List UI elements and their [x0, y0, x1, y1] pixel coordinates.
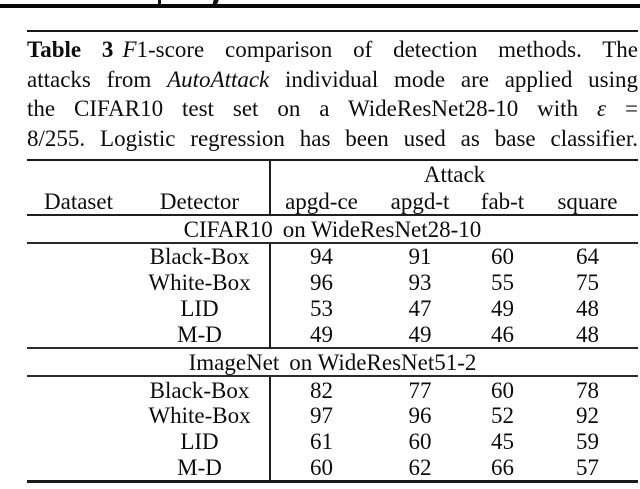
- table-row: White-Box 96 93 55 75: [27, 269, 638, 296]
- table-row: Black-Box 82 77 60 78: [27, 376, 638, 403]
- detector-label: M-D: [177, 321, 222, 347]
- value-cell: 60: [269, 454, 372, 482]
- header-spacer: [27, 160, 270, 188]
- value-cell: 91: [408, 244, 432, 270]
- detector-label: White-Box: [148, 270, 251, 296]
- column-header-square: square: [537, 188, 638, 216]
- value-cell: 92: [576, 403, 599, 429]
- value-cell: 59: [576, 429, 599, 455]
- value-cell: 66: [491, 454, 514, 480]
- value-cell: 94: [269, 243, 372, 270]
- column-header-row: Dataset Detector apgd-ce apgd-t fab-t sq…: [27, 188, 638, 216]
- section-row: ImageNet on WideResNet51-2: [27, 347, 638, 378]
- caption-line: Table 3 F1-score comparison of detection …: [27, 35, 638, 65]
- detector-label: LID: [180, 295, 219, 321]
- value-cell: 64: [576, 244, 599, 270]
- caption-line: attacks from AutoAttack individual mode …: [27, 65, 638, 95]
- caption-text: the CIFAR10 test set on a WideResNet28-1…: [27, 96, 598, 121]
- table-row: White-Box 97 96 52 92: [27, 402, 638, 429]
- detector-label: M-D: [177, 454, 222, 480]
- value-cell: 60: [491, 377, 514, 403]
- detector-label: Black-Box: [149, 244, 250, 270]
- section-row: CIFAR10 on WideResNet28-10: [27, 214, 638, 244]
- value-cell: 96: [408, 403, 432, 429]
- column-header-apgd-t: apgd-t: [372, 188, 468, 216]
- detector-label: LID: [180, 429, 219, 455]
- column-header-apgd-ce: apgd-ce: [269, 188, 372, 216]
- dataset-cell-empty: [27, 455, 130, 482]
- value-cell: 45: [491, 429, 514, 455]
- caption-line: the CIFAR10 test set on a WideResNet28-1…: [27, 94, 638, 124]
- caption-epsilon: ε: [597, 96, 607, 121]
- value-cell: 60: [491, 244, 514, 270]
- caption-text: attacks from: [27, 66, 168, 92]
- value-cell: 52: [491, 403, 514, 429]
- attack-group-row: Attack: [27, 160, 638, 188]
- value-cell: 61: [269, 428, 372, 455]
- caption-top-rule: [27, 30, 638, 32]
- value-cell: 46: [491, 321, 514, 347]
- dataset-cell-empty: [27, 429, 130, 455]
- value-cell: 97: [269, 402, 372, 429]
- value-cell: 96: [269, 269, 372, 296]
- value-cell: 48: [576, 321, 599, 347]
- value-cell: 77: [408, 377, 432, 403]
- value-cell: 93: [408, 270, 432, 296]
- dataset-cell-empty: [27, 321, 130, 348]
- section-model-label: on WideResNet51-2: [289, 349, 477, 375]
- dataset-cell-empty: [27, 243, 130, 270]
- section-dataset-label: ImageNet: [188, 349, 280, 375]
- dataset-cell-empty: [27, 296, 130, 322]
- value-cell: 82: [269, 376, 372, 403]
- detector-label: Black-Box: [149, 377, 250, 403]
- value-cell: 78: [576, 377, 599, 403]
- attack-group-header: Attack: [269, 160, 638, 188]
- value-cell: 75: [576, 270, 599, 296]
- table-row: M-D 60 62 66 57: [27, 454, 638, 482]
- results-table: Attack Dataset Detector apgd-ce apgd-t f…: [27, 159, 638, 484]
- table-body: CIFAR10 on WideResNet28-10 Black-Box 94 91 60…: [27, 214, 638, 482]
- value-cell: 53: [269, 295, 372, 322]
- caption-autoattack-italic: AutoAttack: [167, 66, 270, 92]
- table-row: LID 61 60 45 59: [27, 428, 638, 455]
- caption-label: Table 3: [27, 37, 114, 62]
- table-row: Black-Box 94 91 60 64: [27, 243, 638, 270]
- dataset-cell-empty: [27, 376, 130, 403]
- column-header-fab-t: fab-t: [468, 188, 537, 216]
- table-caption: Table 3 F1-score comparison of detection …: [27, 35, 638, 153]
- cropped-letter-descender: [158, 0, 161, 5]
- page-top-rule: [0, 4, 640, 8]
- caption-line: 8/255. Logistic regression has been used…: [27, 124, 638, 154]
- value-cell: 49: [269, 321, 372, 349]
- caption-text: 1-score comparison of detection methods.…: [136, 37, 639, 62]
- table-row: M-D 49 49 46 48: [27, 321, 638, 349]
- caption-text: individual mode are applied using: [269, 66, 638, 92]
- value-cell: 62: [408, 454, 432, 480]
- value-cell: 48: [576, 295, 599, 321]
- dataset-cell-empty: [27, 403, 130, 429]
- column-header-dataset: Dataset: [27, 188, 130, 216]
- value-cell: 49: [491, 295, 514, 321]
- value-cell: 60: [408, 429, 432, 455]
- value-cell: 49: [408, 321, 432, 347]
- table-row: LID 53 47 49 48: [27, 295, 638, 322]
- value-cell: 57: [576, 454, 599, 480]
- caption-text: 8/255. Logistic regression has been used…: [27, 125, 638, 151]
- caption-f-italic: F: [122, 37, 137, 62]
- section-cell: CIFAR10 on WideResNet28-10: [27, 214, 638, 244]
- column-header-detector: Detector: [130, 188, 270, 216]
- caption-text: =: [606, 96, 638, 121]
- value-cell: 47: [408, 295, 432, 321]
- detector-label: White-Box: [148, 403, 251, 429]
- dataset-cell-empty: [27, 270, 130, 296]
- section-cell: ImageNet on WideResNet51-2: [27, 347, 638, 378]
- section-dataset-label: CIFAR10: [183, 216, 273, 242]
- section-model-label: on WideResNet28-10: [282, 216, 482, 242]
- value-cell: 55: [491, 270, 514, 296]
